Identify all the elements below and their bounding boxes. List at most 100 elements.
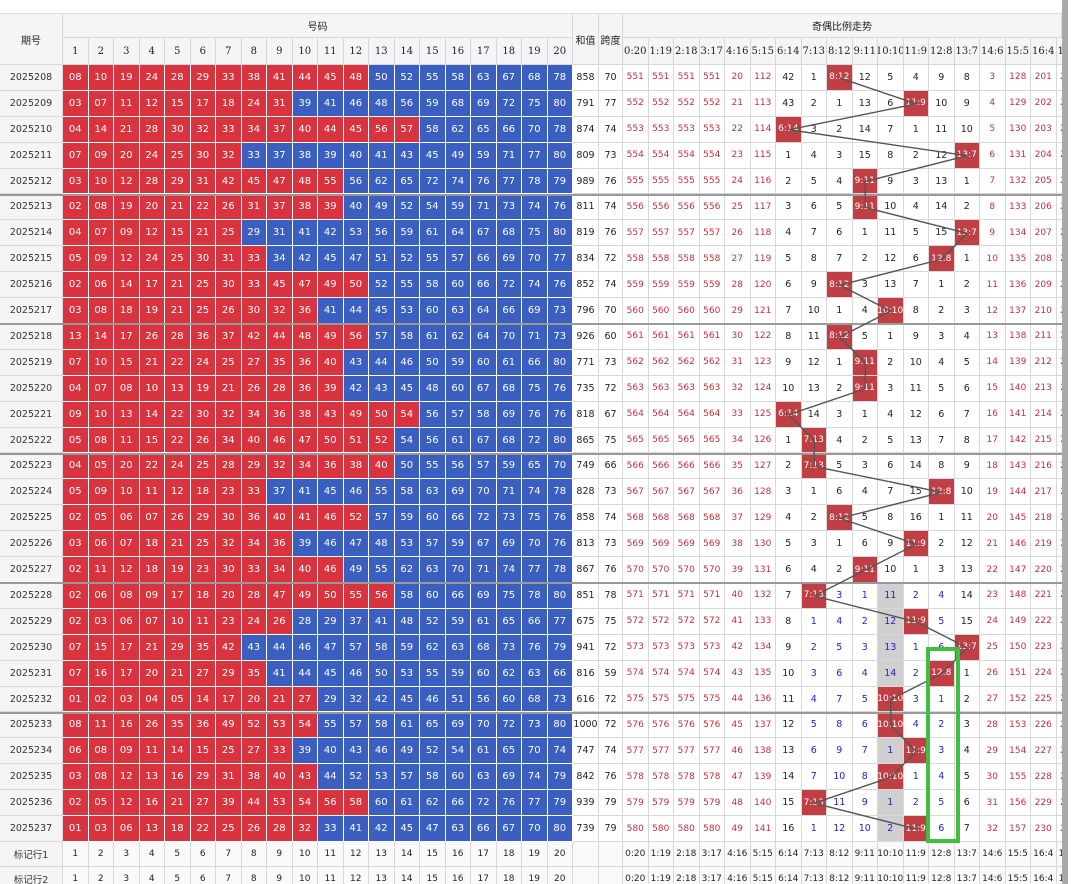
number-ball: 52 [241,712,267,739]
col-header-number-17: 17 [471,38,497,65]
number-ball: 73 [496,634,522,661]
sum-value: 1000 [573,712,599,739]
number-ball: 38 [292,142,318,169]
number-ball: 56 [445,453,471,480]
vertical-scrollbar[interactable] [1062,0,1068,884]
number-ball: 56 [343,168,369,195]
trend-miss: 8 [878,142,904,169]
trend-miss: 571 [674,583,700,609]
trend-miss: 19 [980,479,1006,506]
number-ball: 23 [190,557,216,583]
number-ball: 61 [394,712,420,739]
trend-miss: 4 [776,220,802,247]
marker-ratio: 10:10 [878,867,904,884]
marker-number: 13 [369,867,395,884]
trend-miss: 568 [648,505,674,532]
trend-miss: 120 [750,272,776,299]
trend-miss: 578 [623,764,649,791]
number-ball: 42 [318,220,344,247]
marker-ratio: 2:18 [674,867,700,884]
number-ball: 54 [445,738,471,765]
number-ball: 53 [394,660,420,687]
trend-miss: 9 [776,634,802,661]
trend-miss: 553 [623,116,649,143]
number-ball: 16 [139,790,165,817]
number-ball: 73 [496,194,522,221]
span-value: 74 [599,194,623,221]
number-ball: 58 [369,634,395,661]
number-ball: 46 [318,531,344,558]
trend-line-segment [839,517,917,545]
number-ball: 24 [190,349,216,376]
number-ball: 73 [496,505,522,532]
number-ball: 20 [114,453,140,480]
number-ball: 38 [241,764,267,791]
marker-ratio: 4:16 [725,867,751,884]
trend-miss: 112 [750,65,776,91]
number-ball: 28 [216,453,242,480]
trend-miss: 3 [801,116,827,143]
trend-miss: 4 [878,401,904,428]
number-ball: 11 [88,557,114,583]
col-header-ratio: 7:13 [801,38,827,65]
number-ball: 50 [343,272,369,299]
number-ball: 12 [114,557,140,583]
trend-miss: 10 [852,816,878,842]
number-ball: 21 [165,790,191,817]
col-header-number-11: 11 [318,38,344,65]
number-ball: 39 [216,790,242,817]
trend-miss: 10 [954,479,980,506]
trend-miss: 580 [699,816,725,842]
number-ball: 17 [165,583,191,609]
trend-miss: 29 [980,738,1006,765]
trend-miss: 564 [674,401,700,428]
trend-miss: 11 [878,583,904,609]
trend-miss: 561 [623,324,649,350]
trend-miss: 6 [776,557,802,583]
number-ball: 12 [114,246,140,273]
marker-ratio: 10:10 [878,842,904,867]
number-ball: 52 [420,738,446,765]
number-ball: 49 [369,194,395,221]
number-ball: 46 [318,505,344,532]
number-ball: 45 [318,660,344,687]
trend-miss: 573 [699,634,725,661]
sum-value: 939 [573,790,599,817]
number-ball: 60 [445,764,471,791]
number-ball: 38 [343,453,369,480]
number-ball: 41 [318,90,344,117]
col-header-ratio: 11:9 [903,38,929,65]
number-ball: 59 [445,608,471,635]
number-ball: 41 [292,505,318,532]
col-header-ratio: 14:6 [980,38,1006,65]
number-ball: 37 [267,116,293,143]
number-ball: 72 [496,712,522,739]
number-ball: 45 [267,272,293,299]
trend-miss: 1 [929,272,955,299]
period-label: 2025219 [0,349,63,376]
trend-miss: 571 [623,583,649,609]
trend-miss: 564 [699,401,725,428]
number-ball: 41 [369,608,395,635]
marker-number: 13 [369,842,395,867]
trend-miss: 145 [1005,505,1031,532]
col-header-ratio: 6:14 [776,38,802,65]
trend-miss: 579 [648,790,674,817]
number-ball: 22 [139,453,165,480]
number-ball: 76 [547,505,573,532]
number-ball: 61 [496,349,522,376]
trend-miss: 577 [623,738,649,765]
trend-miss: 9 [980,220,1006,247]
number-ball: 15 [139,427,165,454]
col-header-trend: 奇偶比例走势 [623,14,1062,38]
trend-miss: 11 [776,686,802,713]
number-ball: 59 [445,349,471,376]
trend-miss: 9 [827,738,853,765]
period-label: 2025215 [0,246,63,273]
number-ball: 52 [394,65,420,91]
trend-miss: 11 [954,505,980,532]
trend-miss: 43 [776,90,802,117]
span-value: 75 [599,427,623,454]
number-ball: 59 [420,90,446,117]
number-ball: 50 [369,401,395,428]
